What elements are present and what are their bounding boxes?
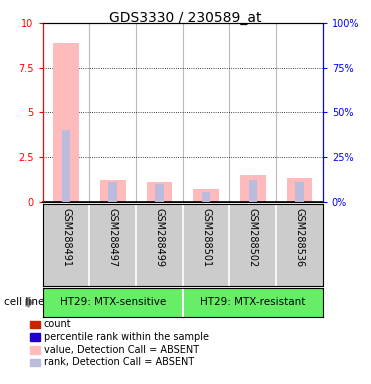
Text: GSM288501: GSM288501 bbox=[201, 208, 211, 267]
Text: percentile rank within the sample: percentile rank within the sample bbox=[44, 332, 209, 342]
Bar bbox=[202, 192, 210, 202]
Bar bbox=[295, 182, 303, 202]
Text: GSM288497: GSM288497 bbox=[108, 208, 118, 267]
Bar bbox=[193, 189, 219, 202]
Bar bbox=[53, 43, 79, 202]
Text: GDS3330 / 230589_at: GDS3330 / 230589_at bbox=[109, 11, 262, 25]
Bar bbox=[286, 179, 312, 202]
Bar bbox=[100, 180, 125, 202]
Text: HT29: MTX-resistant: HT29: MTX-resistant bbox=[200, 297, 305, 308]
Bar bbox=[249, 180, 257, 202]
Bar bbox=[62, 130, 70, 202]
Bar bbox=[240, 175, 266, 202]
Text: GSM288499: GSM288499 bbox=[154, 208, 164, 266]
Text: GSM288491: GSM288491 bbox=[61, 208, 71, 266]
Text: cell line: cell line bbox=[4, 297, 44, 308]
Text: GSM288502: GSM288502 bbox=[248, 208, 258, 267]
Text: value, Detection Call = ABSENT: value, Detection Call = ABSENT bbox=[44, 345, 199, 355]
Bar bbox=[147, 182, 172, 202]
Bar bbox=[155, 184, 164, 202]
Bar bbox=[108, 182, 117, 202]
Text: rank, Detection Call = ABSENT: rank, Detection Call = ABSENT bbox=[44, 358, 194, 367]
Text: HT29: MTX-sensitive: HT29: MTX-sensitive bbox=[60, 297, 166, 308]
Text: count: count bbox=[44, 319, 71, 329]
Text: GSM288536: GSM288536 bbox=[295, 208, 305, 267]
